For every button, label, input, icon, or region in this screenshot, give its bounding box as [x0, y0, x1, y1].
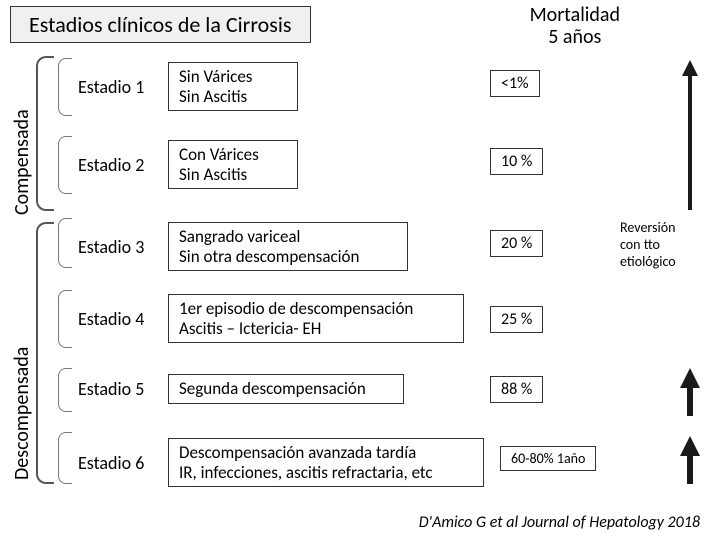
stage-row-4: Estadio 4 1er episodio de descompensació… — [78, 294, 700, 343]
mortality-header-l1: Mortalidad — [530, 4, 620, 26]
inner-bracket-2 — [58, 136, 72, 194]
mortality-5: 88 % — [490, 376, 543, 403]
page-title: Estadios clínicos de la Cirrosis — [10, 6, 311, 43]
mortality-4: 25 % — [490, 306, 543, 333]
mortality-6: 60-80% 1año — [500, 446, 596, 471]
stage-desc-1: Sin Várices Sin Ascitis — [168, 62, 298, 111]
stage-label-4: Estadio 4 — [78, 308, 168, 330]
mortality-header: Mortalidad 5 años — [530, 4, 620, 48]
stage-label-5: Estadio 5 — [78, 378, 168, 400]
stage-desc-6-l2: IR, infecciones, ascitis refractaria, et… — [179, 463, 473, 483]
stage-row-2: Estadio 2 Con Várices Sin Ascitis — [78, 140, 700, 189]
stage-desc-3-l1: Sangrado variceal — [179, 227, 397, 247]
stage-label-3: Estadio 3 — [78, 236, 168, 258]
stage-label-1: Estadio 1 — [78, 76, 168, 98]
group-label-compensada: Compensada — [10, 65, 34, 215]
stage-desc-4: 1er episodio de descompensación Ascitis … — [168, 294, 464, 343]
reversion-note: Reversión con tto etiológico — [620, 220, 700, 270]
arrow-up-icon — [678, 368, 702, 416]
stage-desc-6-l1: Descompensación avanzada tardía — [179, 443, 473, 463]
inner-bracket-4 — [58, 290, 72, 348]
mortality-2: 10 % — [490, 148, 543, 175]
inner-bracket-5 — [58, 368, 72, 412]
stage-label-2: Estadio 2 — [78, 154, 168, 176]
stage-desc-6: Descompensación avanzada tardía IR, infe… — [168, 438, 484, 487]
stage-desc-5-l1: Segunda descompensación — [179, 379, 393, 399]
stage-row-3: Estadio 3 Sangrado variceal Sin otra des… — [78, 222, 700, 271]
stage-desc-5: Segunda descompensación — [168, 374, 404, 404]
mortality-header-l2: 5 años — [530, 26, 620, 48]
stage-desc-2-l2: Sin Ascitis — [179, 165, 287, 185]
arrow-up-icon — [678, 60, 702, 210]
stage-desc-3-l2: Sin otra descompensación — [179, 247, 397, 267]
stage-desc-1-l2: Sin Ascitis — [179, 87, 287, 107]
mortality-1: <1% — [490, 70, 540, 97]
citation: D'Amico G et al Journal of Hepatology 20… — [419, 513, 700, 532]
stage-desc-4-l2: Ascitis – Ictericia- EH — [179, 319, 453, 339]
stage-desc-1-l1: Sin Várices — [179, 67, 287, 87]
reversion-l1: Reversión — [620, 220, 700, 237]
stage-label-6: Estadio 6 — [78, 452, 168, 474]
stage-row-1: Estadio 1 Sin Várices Sin Ascitis — [78, 62, 700, 111]
stage-desc-3: Sangrado variceal Sin otra descompensaci… — [168, 222, 408, 271]
bracket-descompensada — [36, 222, 54, 484]
inner-bracket-3 — [58, 218, 72, 268]
bracket-compensada — [36, 56, 54, 211]
arrow-up-icon — [678, 436, 702, 484]
inner-bracket-1 — [58, 58, 72, 116]
group-label-descompensada: Descompensada — [10, 260, 34, 480]
inner-bracket-6 — [58, 432, 72, 484]
stage-desc-2-l1: Con Várices — [179, 145, 287, 165]
mortality-3: 20 % — [490, 230, 543, 257]
stage-row-5: Estadio 5 Segunda descompensación — [78, 374, 700, 404]
reversion-l3: etiológico — [620, 254, 700, 271]
stage-desc-2: Con Várices Sin Ascitis — [168, 140, 298, 189]
stage-row-6: Estadio 6 Descompensación avanzada tardí… — [78, 438, 700, 487]
stage-desc-4-l1: 1er episodio de descompensación — [179, 299, 453, 319]
reversion-l2: con tto — [620, 237, 700, 254]
